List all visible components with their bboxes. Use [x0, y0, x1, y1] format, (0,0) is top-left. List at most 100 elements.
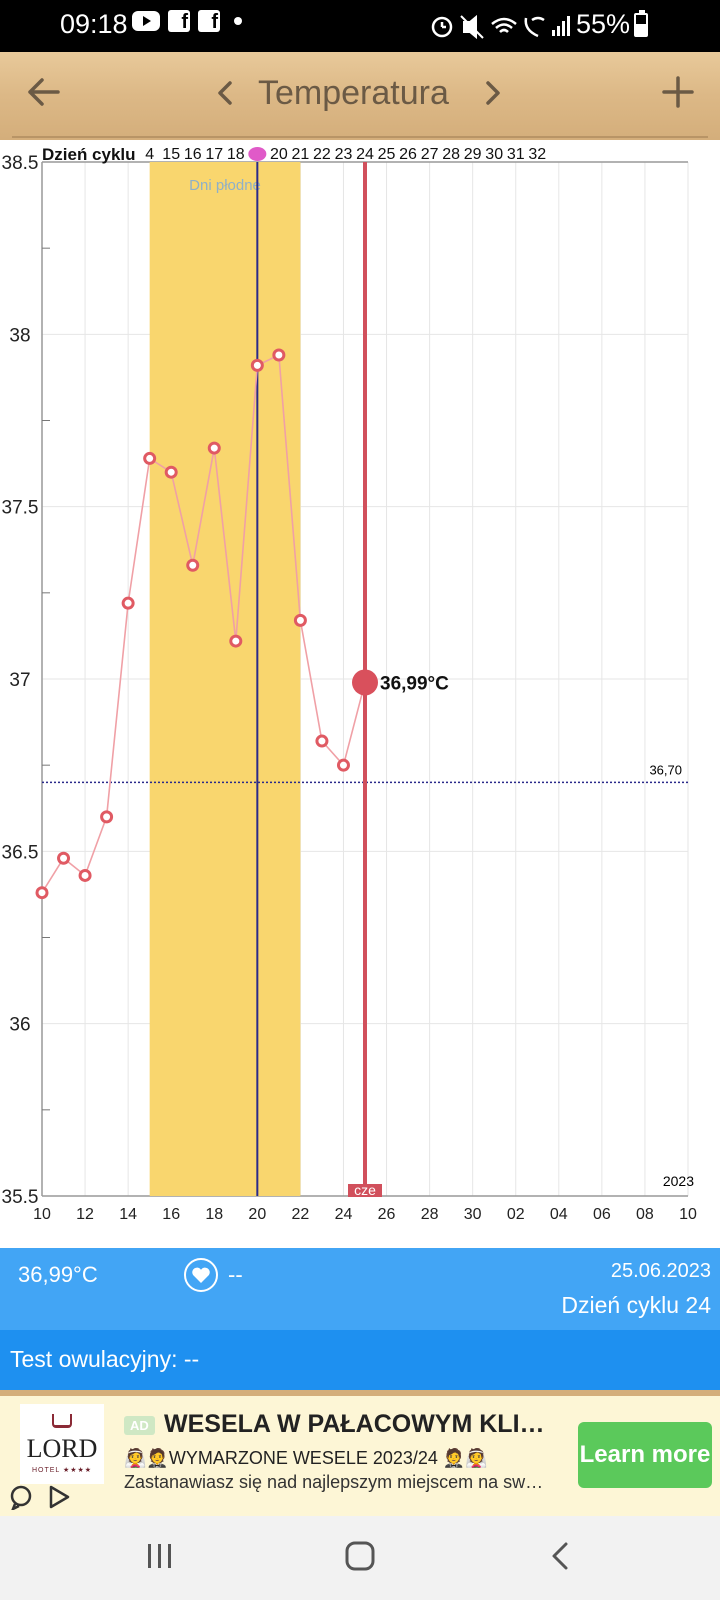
recent-apps-icon[interactable] [146, 1542, 174, 1570]
cycle-day-number: 29 [464, 146, 482, 163]
fertile-days-label: Dni płodne [189, 177, 261, 194]
status-right-icons [431, 14, 570, 40]
ad-badge: AD [124, 1416, 155, 1435]
cycle-day-number: 24 [356, 146, 374, 163]
temperature-point [272, 348, 286, 362]
chevron-right-icon[interactable] [480, 78, 506, 108]
cycle-day-number: 15 [162, 146, 180, 163]
cycle-day-number: 28 [442, 146, 460, 163]
ovulation-test-panel[interactable]: Test owulacyjny: -- [0, 1330, 720, 1390]
temperature-line [41, 353, 366, 894]
temperature-point [78, 868, 92, 882]
temperature-points [35, 348, 350, 900]
ad-line2: Zastanawiasz się nad najlepszym miejscem… [124, 1472, 544, 1492]
selected-weekday-label: cze [354, 1182, 376, 1198]
facebook-icon: f [168, 10, 190, 33]
temperature-point [143, 451, 157, 465]
info-date: 25.06.2023 [610, 1260, 711, 1282]
cycle-day-number: 31 [507, 146, 525, 163]
battery-icon [634, 10, 648, 37]
temperature-point [121, 596, 135, 610]
x-axis-ticks: 10 12 14 16 18 20 22 24 26 28 30 02 04 06 08 10 [33, 1206, 697, 1223]
cycle-day-number: 20 [270, 146, 288, 163]
youtube-icon [132, 11, 160, 31]
heart-icon [184, 1258, 218, 1292]
status-bar: 09:18 f f 55% [0, 0, 720, 52]
x-tick-label: 06 [593, 1206, 611, 1223]
ad-choices-icon[interactable] [8, 1484, 34, 1510]
y-axis-ticks: 35.5 36 36.5 37 37.5 38 38.5 [2, 153, 39, 1208]
cycle-day-number: 18 [227, 146, 245, 163]
x-tick-label: 30 [464, 1206, 482, 1223]
ovulation-day-icon [248, 147, 267, 161]
ad-title[interactable]: WESELA W PAŁACOWYM KLIM… [164, 1410, 564, 1438]
cycle-day-label: Dzień cyklu [42, 145, 136, 164]
plus-icon[interactable] [660, 72, 696, 112]
ad-play-icon[interactable] [46, 1484, 72, 1510]
x-tick-label: 24 [335, 1206, 353, 1223]
temperature-point [164, 465, 178, 479]
alarm-icon [431, 16, 453, 38]
coverline-label: 36,70 [649, 762, 682, 777]
temperature-point [315, 734, 329, 748]
temperature-point [57, 851, 71, 865]
x-tick-label: 22 [292, 1206, 310, 1223]
cycle-day-number: 22 [313, 146, 331, 163]
signal-icon [552, 16, 570, 36]
x-tick-label: 26 [378, 1206, 396, 1223]
ad-logo[interactable]: LORD HOTEL ★★★★ [20, 1404, 104, 1484]
x-tick-label: 08 [636, 1206, 654, 1223]
cycle-day-number: 27 [421, 146, 439, 163]
ad-logo-text: LORD [26, 1434, 98, 1463]
cycle-day-number: 17 [205, 146, 223, 163]
temperature-point [35, 886, 49, 900]
y-tick-label: 36 [9, 1015, 30, 1036]
divider [0, 1390, 720, 1396]
notification-dot-icon [234, 17, 242, 25]
y-tick-label: 37 [9, 670, 30, 691]
app-header: Temperatura [0, 52, 720, 140]
day-info-panel[interactable]: 36,99°C -- 25.06.2023 Dzień cyklu 24 [0, 1248, 720, 1330]
temperature-point [250, 358, 264, 372]
x-tick-label: 12 [76, 1206, 94, 1223]
x-tick-label: 04 [550, 1206, 568, 1223]
temperature-point [100, 810, 114, 824]
selected-weekday-tag [348, 1184, 382, 1197]
y-tick-label: 37.5 [2, 498, 39, 519]
chevron-left-icon[interactable] [212, 78, 238, 108]
x-tick-label: 28 [421, 1206, 439, 1223]
cycle-day-number: 21 [292, 146, 310, 163]
y-tick-label: 38 [9, 325, 30, 346]
year-label: 2023 [663, 1173, 694, 1189]
cycle-day-number: 32 [528, 146, 546, 163]
selected-value-label: 36,99°C [380, 673, 449, 694]
temperature-point [336, 758, 350, 772]
ad-banner[interactable]: LORD HOTEL ★★★★ AD WESELA W PAŁACOWYM KL… [0, 1396, 720, 1516]
x-tick-label: 20 [248, 1206, 266, 1223]
temperature-point [207, 441, 221, 455]
ad-logo-subtext: HOTEL ★★★★ [31, 1467, 93, 1474]
cycle-day-number: 16 [184, 146, 202, 163]
info-cycle-day: Dzień cyklu 24 [561, 1292, 711, 1318]
info-temperature: 36,99°C [18, 1262, 98, 1287]
y-tick-label: 35.5 [2, 1187, 39, 1208]
x-tick-label: 10 [33, 1206, 51, 1223]
cycle-day-number: 26 [399, 146, 417, 163]
mute-icon [460, 14, 484, 40]
crown-icon [52, 1414, 72, 1428]
back-icon[interactable] [548, 1540, 572, 1572]
cycle-day-number: 23 [335, 146, 353, 163]
wifi-call-icon [524, 16, 545, 38]
y-tick-label: 38.5 [2, 153, 39, 174]
home-icon[interactable] [344, 1540, 376, 1572]
temperature-chart[interactable]: Dni płodne 36,70 35.53636.53737.53838.5 … [0, 140, 720, 1248]
learn-more-button[interactable]: Learn more [578, 1422, 712, 1488]
temperature-point [229, 634, 243, 648]
x-tick-label: 02 [507, 1206, 525, 1223]
status-app-icons: f f [132, 10, 242, 33]
arrow-left-icon[interactable] [24, 72, 64, 112]
fertile-days-band [149, 162, 301, 1196]
x-tick-label: 14 [119, 1206, 137, 1223]
selected-point [352, 669, 378, 696]
ad-line1: 👰🤵WYMARZONE WESELE 2023/24 🤵👰 [124, 1448, 488, 1468]
